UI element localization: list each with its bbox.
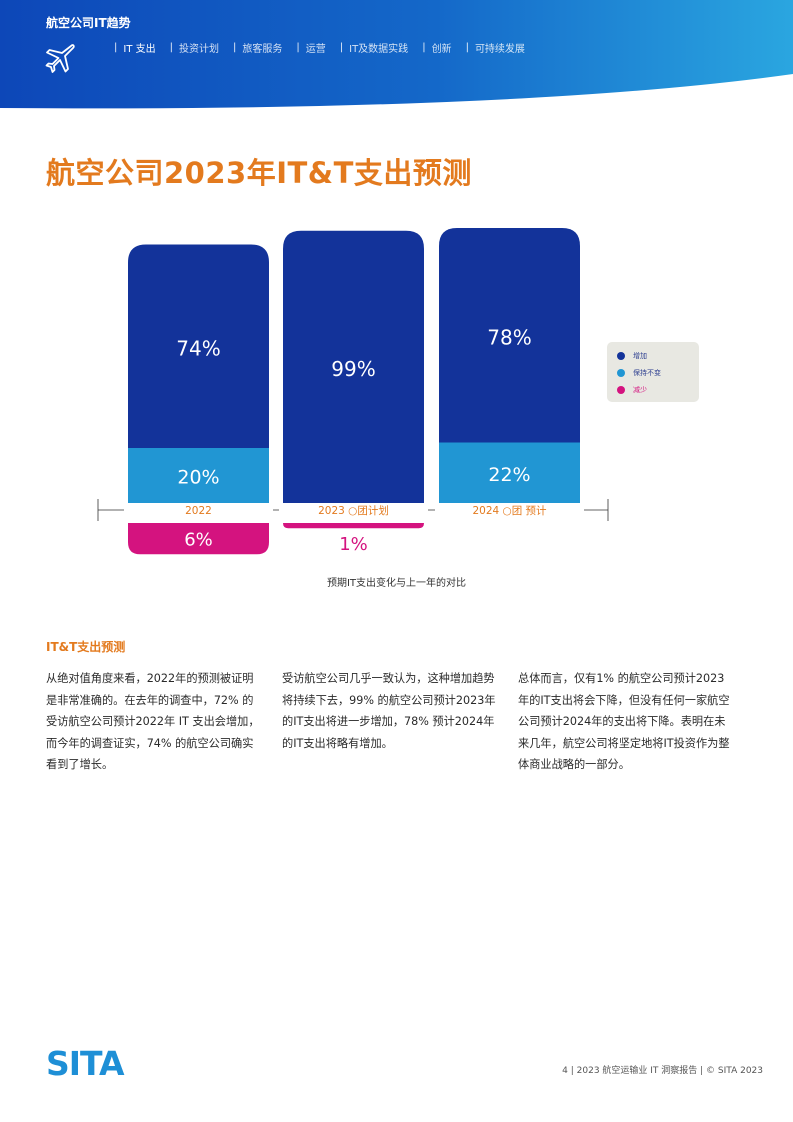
header-banner: 航空公司IT趋势 | IT 支出 | 投资计划 | 旅客服务 | 运营 | IT及数据实践…	[0, 0, 793, 130]
bar-increase-0	[128, 244, 269, 449]
nav-item-operations[interactable]: | 运营	[296, 42, 326, 55]
label-increase-0: 74%	[176, 336, 220, 360]
label-unchanged-2: 22%	[488, 464, 530, 486]
label-unchanged-0: 20%	[177, 467, 219, 489]
label-decrease-1: 1%	[339, 534, 368, 555]
category-label-0: 2022	[185, 505, 212, 517]
nav-item-passenger-services[interactable]: | 旅客服务	[233, 42, 283, 55]
body-paragraph-3: 总体而言，仅有1% 的航空公司预计2023年的IT支出将会下降，但没有任何一家航…	[518, 672, 730, 771]
chart-legend: 增加 保持不变 减少	[607, 342, 699, 402]
chart-caption: 预期IT支出变化与上一年的对比	[326, 578, 467, 589]
bar-increase-2	[439, 228, 580, 443]
svg-text:SITA: SITA	[46, 1046, 125, 1078]
nav-item-investment-plan[interactable]: | 投资计划	[169, 42, 219, 55]
bar-increase-1	[283, 230, 424, 503]
section-title: 航空公司IT趋势	[46, 16, 131, 30]
nav-item-sustainability[interactable]: | 可持续发展	[465, 42, 525, 55]
legend-item-unchanged: 保持不变	[617, 368, 661, 378]
label-increase-1: 99%	[331, 357, 375, 381]
body-paragraph-1: 从绝对值角度来看，2022年的预测被证明是非常准确的。在去年的调查中，72% 的…	[46, 672, 260, 771]
nav-item-innovation[interactable]: | 创新	[422, 42, 452, 55]
bar-unchanged-2	[439, 442, 580, 503]
label-increase-2: 78%	[487, 325, 531, 349]
legend-item-decrease: 减少	[617, 385, 647, 395]
section-heading: IT&T支出预测	[46, 640, 126, 654]
page-title: 航空公司2023年IT&T支出预测	[46, 156, 472, 190]
legend-swatch-decrease	[617, 386, 625, 394]
sita-logo: SITA	[46, 1046, 126, 1078]
nav-item-it-spend[interactable]: | IT 支出	[114, 42, 156, 55]
section-nav: | IT 支出 | 投资计划 | 旅客服务 | 运营 | IT及数据实践 | 创新 | 可持续…	[114, 40, 539, 55]
spend-chart-svg: 74% 20% 2022 6% 99% 2023 ○团计划 1% 78% 22% 2024 ○团 …	[97, 228, 609, 555]
bar-unchanged-0	[128, 448, 269, 503]
header-wave-background	[0, 0, 793, 109]
category-band-2	[435, 503, 584, 517]
category-band-1	[279, 503, 428, 517]
label-decrease-0: 6%	[184, 530, 213, 551]
spend-chart: 74% 20% 2022 6% 99% 2023 ○团计划 1% 78% 22% 2024 ○团 …	[90, 220, 620, 569]
category-label-1: 2023 ○团计划	[318, 504, 389, 517]
category-band-0	[124, 503, 273, 517]
legend-swatch-increase	[617, 352, 625, 360]
legend-item-increase: 增加	[617, 351, 647, 361]
airplane-icon	[45, 44, 75, 73]
legend-swatch-unchanged	[617, 369, 625, 377]
body-paragraph-2: 受访航空公司几乎一致认为，这种增加趋势将持续下去，99% 的航空公司预计2023…	[282, 672, 496, 750]
bar-decrease-0	[128, 523, 269, 555]
footer-page-info: 4 | 2023 航空运输业 IT 洞察报告 | © SITA 2023	[562, 1066, 763, 1076]
bar-decrease-1	[283, 523, 424, 529]
category-label-2: 2024 ○团 预计	[472, 504, 547, 517]
nav-item-it-data-practice[interactable]: | IT及数据实践	[339, 42, 409, 55]
